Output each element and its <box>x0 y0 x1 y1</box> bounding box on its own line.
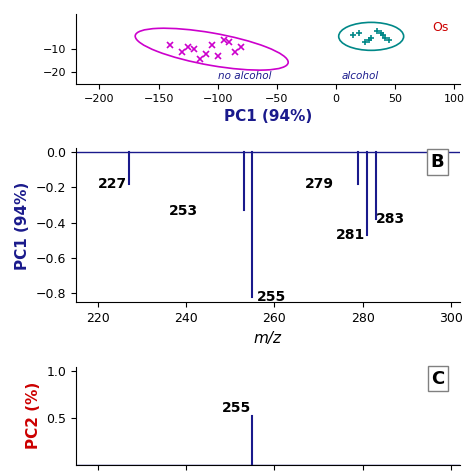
Text: Os: Os <box>433 20 449 34</box>
Text: C: C <box>431 370 445 388</box>
X-axis label: m/z: m/z <box>254 330 282 346</box>
Text: 283: 283 <box>376 212 405 226</box>
Y-axis label: PC1 (94%): PC1 (94%) <box>15 181 30 270</box>
Text: alcohol: alcohol <box>342 72 379 82</box>
Text: 253: 253 <box>169 204 198 218</box>
Y-axis label: PC2 (%): PC2 (%) <box>26 382 41 449</box>
Text: 281: 281 <box>336 228 365 242</box>
Text: B: B <box>431 153 445 171</box>
X-axis label: PC1 (94%): PC1 (94%) <box>224 109 312 124</box>
Text: 255: 255 <box>221 401 251 415</box>
Text: 255: 255 <box>257 290 286 303</box>
Text: no alcohol: no alcohol <box>218 72 271 82</box>
Text: 227: 227 <box>98 177 127 191</box>
Text: 279: 279 <box>305 177 334 191</box>
